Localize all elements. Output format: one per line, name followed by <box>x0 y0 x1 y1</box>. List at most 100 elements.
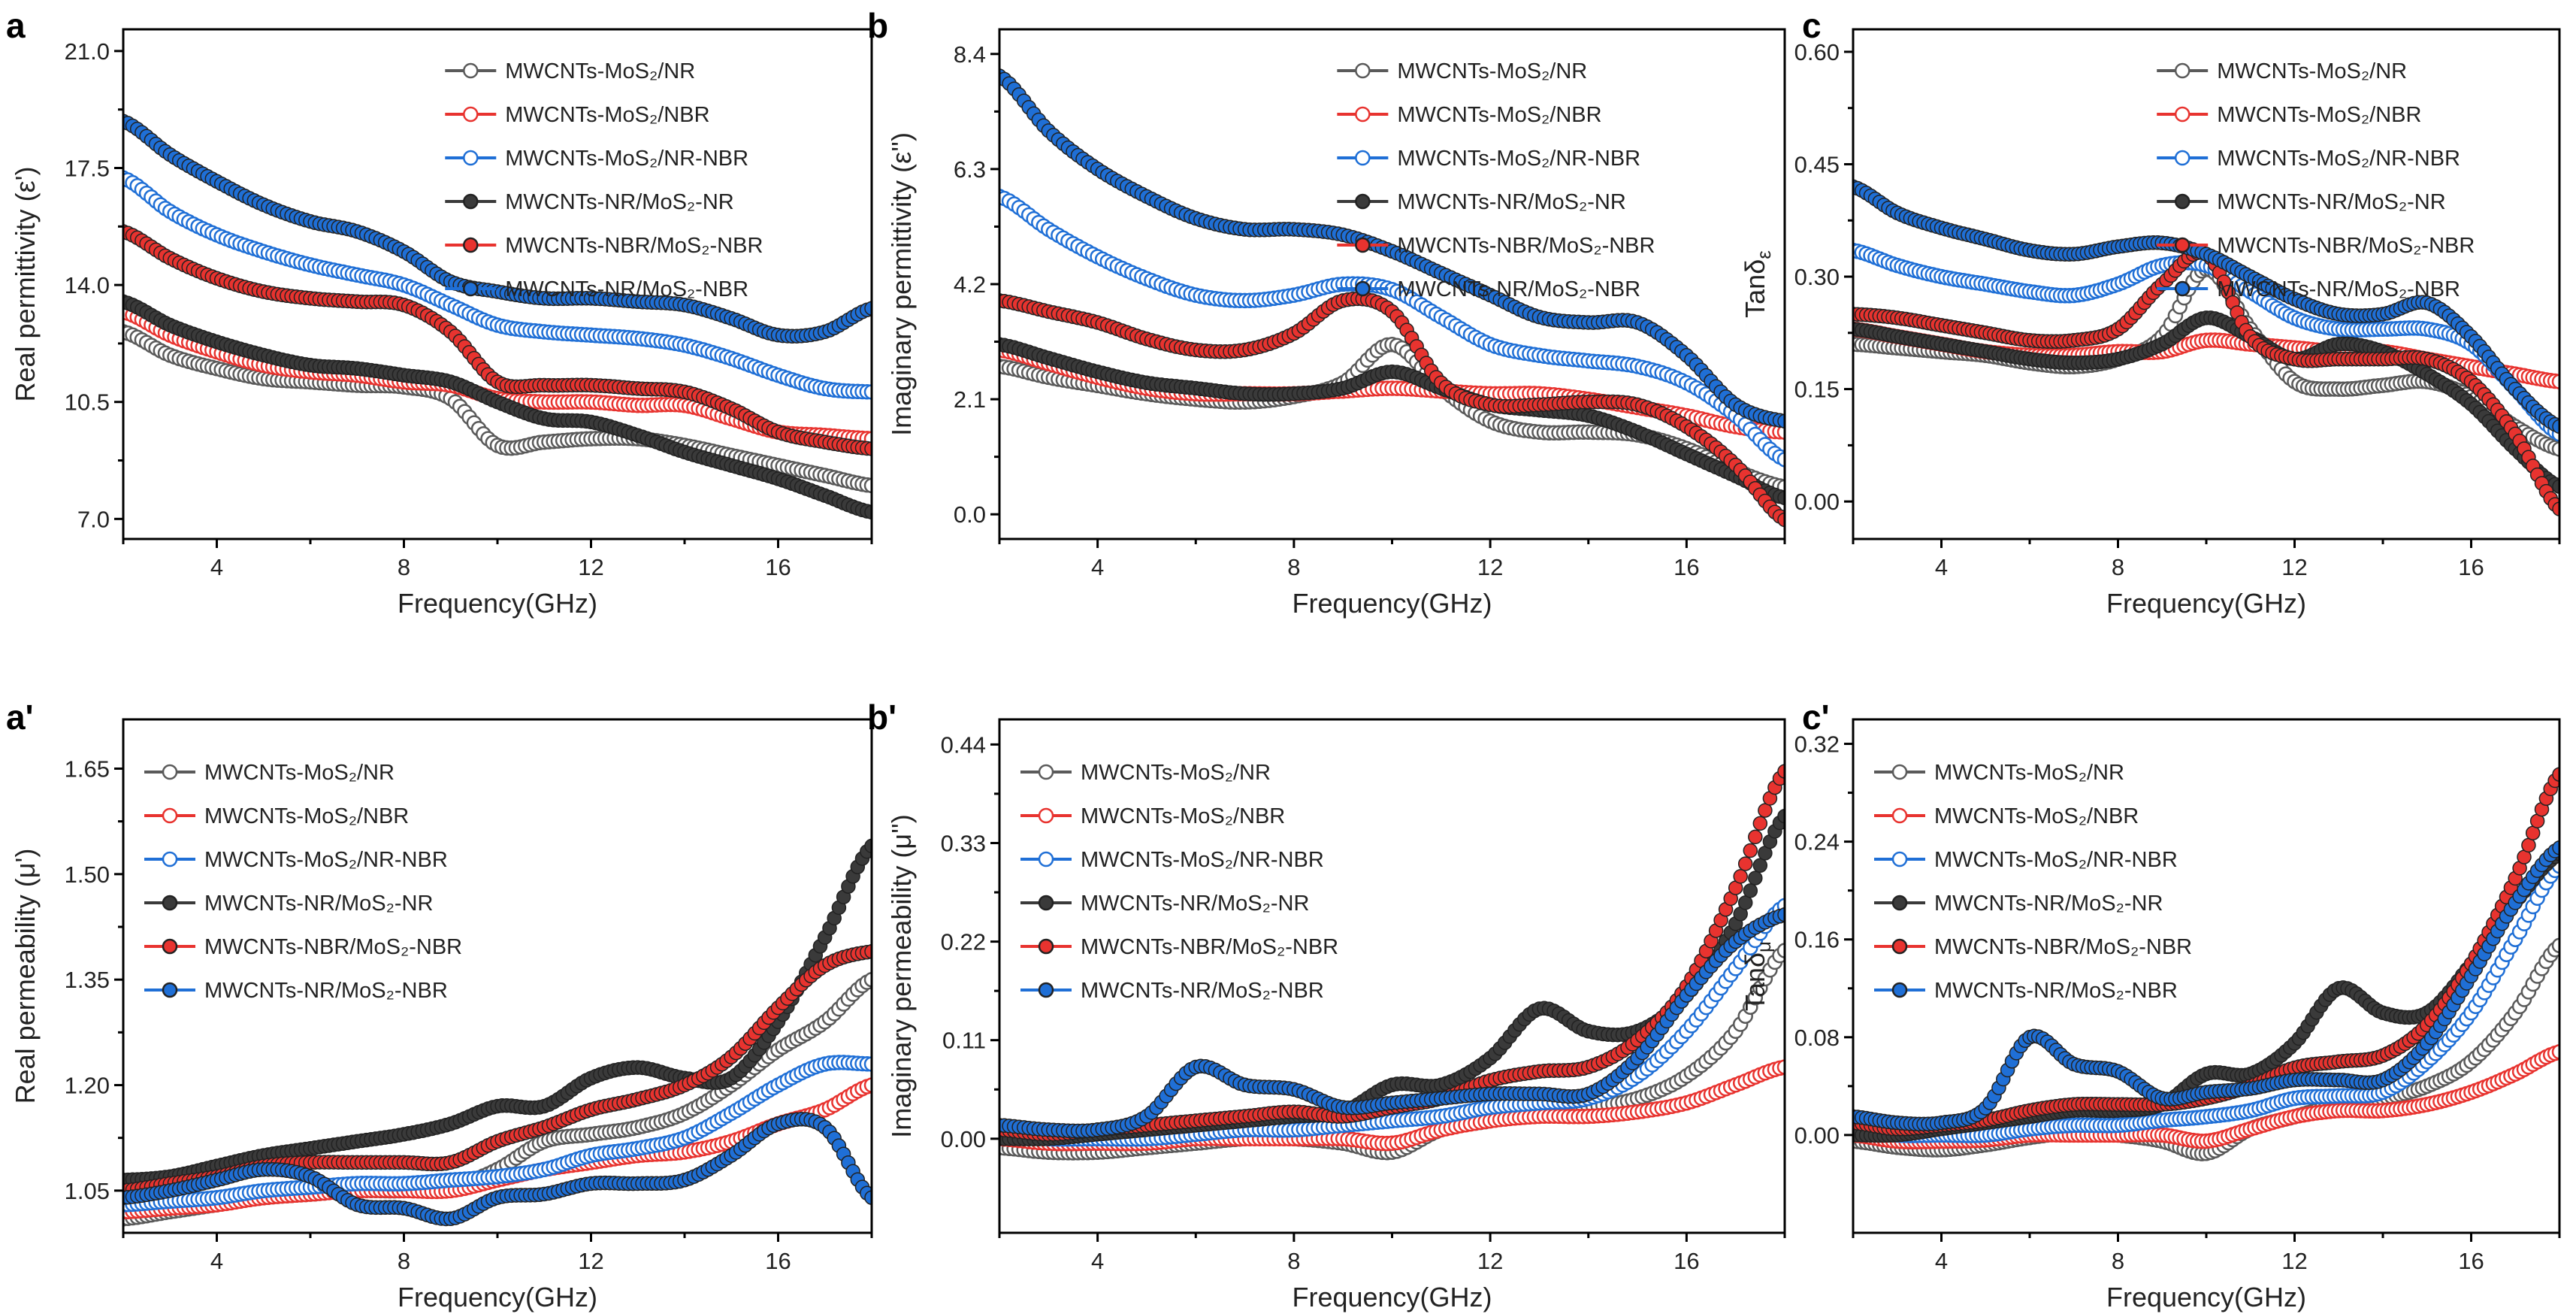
legend: MWCNTs-MoS₂/NRMWCNTs-MoS₂/NBRMWCNTs-MoS₂… <box>1337 59 1655 301</box>
legend-item: MWCNTs-NR/MoS₂-NBR <box>144 979 448 1003</box>
legend-marker <box>2174 193 2191 210</box>
data-point <box>863 1077 872 1093</box>
series-group <box>999 68 1785 528</box>
series-4 <box>123 294 872 520</box>
data-point <box>2552 501 2559 516</box>
legend-item: MWCNTs-NR/MoS₂-NR <box>144 892 433 916</box>
legend-marker <box>463 280 479 297</box>
chart-panel-a: a4 8 12 167.010.514.017.521.0Frequency(GHz)… <box>6 6 873 619</box>
legend-marker <box>2174 150 2191 166</box>
legend-marker <box>463 150 479 166</box>
series-line <box>123 120 872 338</box>
panel-letter: c <box>1802 6 1822 45</box>
data-point <box>2552 419 2559 434</box>
x-tick-label: 16 <box>1673 554 1699 580</box>
legend-label: MWCNTs-MoS₂/NBR <box>204 804 409 828</box>
series-5 <box>999 291 1785 528</box>
y-tick-label: 0.45 <box>1794 151 1840 177</box>
legend-label: MWCNTs-MoS₂/NR-NBR <box>2217 147 2460 171</box>
y-tick-label: 1.50 <box>65 861 110 888</box>
x-axis-label: Frequency(GHz) <box>2106 588 2306 619</box>
x-tick-label: 8 <box>398 554 410 580</box>
data-point <box>1776 424 1785 441</box>
x-tick-label: 12 <box>2281 554 2307 580</box>
data-point <box>1752 816 1768 831</box>
x-axis-label: Frequency(GHz) <box>1292 588 1492 619</box>
y-axis-label-subscript: ε <box>1752 250 1775 259</box>
legend-marker <box>162 982 178 998</box>
legend-item: MWCNTs-MoS₂/NR <box>1337 59 1587 83</box>
legend: MWCNTs-MoS₂/NR MWCNTs-MoS₂/NBR MWCNTs-MoS₂… <box>144 761 462 1003</box>
data-point <box>2552 479 2559 494</box>
legend-item: MWCNTs-NBR/MoS₂-NBR <box>2157 234 2475 258</box>
series-5 <box>1853 245 2559 516</box>
y-tick-label: 1.05 <box>65 1178 110 1204</box>
legend-marker <box>162 851 178 867</box>
x-tick-label: 8 <box>1287 554 1300 580</box>
legend-marker <box>1355 106 1371 123</box>
legend-marker <box>162 807 178 824</box>
legend-label: MWCNTs-MoS₂/NBR <box>505 103 709 127</box>
series-3 <box>123 170 872 400</box>
y-tick-label: 10.5 <box>65 389 110 416</box>
y-tick-label: 7.0 <box>77 506 110 532</box>
legend-marker <box>463 106 479 123</box>
series-group <box>1853 179 2559 516</box>
legend-marker <box>1355 237 1371 253</box>
legend-item: MWCNTs-NR/MoS₂-NR <box>445 190 734 214</box>
legend-marker <box>463 237 479 253</box>
data-point <box>864 1190 872 1205</box>
legend-label: MWCNTs-NR/MoS₂-NR <box>505 190 733 214</box>
x-axis-label: Frequency(GHz) <box>398 1282 597 1312</box>
y-tick-label: 1.20 <box>65 1073 110 1099</box>
legend-item: MWCNTs-NR/MoS₂-NBR <box>1337 277 1640 301</box>
legend-item: MWCNTs-NR/MoS₂-NBR <box>2157 277 2460 301</box>
legend-item: MWCNTs-NR/MoS₂-NR <box>2157 190 2446 214</box>
y-tick-label: 0.15 <box>1794 377 1840 403</box>
y-tick-label: 6.3 <box>954 156 986 183</box>
y-tick-label: 0.60 <box>1794 39 1840 65</box>
legend-item: MWCNTs-NBR/MoS₂-NBR <box>144 935 462 959</box>
chart-panel-bprime: b'4 8 12 160.000.110.220.330.44Frequency(GH… <box>867 698 1786 1312</box>
legend-marker <box>162 938 178 955</box>
legend-item: MWCNTs-NBR/MoS₂-NBR <box>445 234 763 258</box>
legend-marker <box>2174 237 2191 253</box>
legend-item: MWCNTs-MoS₂/NR <box>144 761 395 785</box>
y-tick-label: 21.0 <box>65 38 110 65</box>
legend-label: MWCNTs-MoS₂/NR <box>505 59 695 83</box>
panel-letter: a <box>6 6 26 45</box>
legend-item: MWCNTs-NBR/MoS₂-NBR <box>1337 234 1655 258</box>
y-tick-label: 17.5 <box>65 156 110 182</box>
legend-item: MWCNTs-MoS₂/NBR <box>2157 103 2421 127</box>
data-point <box>864 504 872 520</box>
legend-label: MWCNTs-NBR/MoS₂-NBR <box>505 234 763 258</box>
series-group <box>999 764 1785 1161</box>
series-6 <box>123 1112 872 1227</box>
panel-letter: b' <box>867 698 896 737</box>
legend-label: MWCNTs-MoS₂/NR-NBR <box>204 848 448 872</box>
data-point <box>1776 1059 1785 1075</box>
data-point <box>1777 413 1785 429</box>
y-axis-label: Real permeability (μ') <box>10 849 41 1104</box>
y-tick-label: 14.0 <box>65 272 110 298</box>
chart-panel-c: c4 8 12 160.000.150.300.450.60Frequency(GHz… <box>1740 6 2561 619</box>
y-axis-label: Real permittivity (ε') <box>10 167 41 402</box>
legend-label: MWCNTs-MoS₂/NR <box>204 761 395 785</box>
x-tick-label: 16 <box>765 1248 791 1274</box>
x-tick-label: 4 <box>210 1248 223 1274</box>
legend-item: MWCNTs-MoS₂/NR <box>2157 59 2407 83</box>
legend-marker <box>1355 150 1371 166</box>
series-group <box>123 114 872 520</box>
x-tick-label: 12 <box>578 1248 603 1274</box>
x-tick-label: 4 <box>1935 554 1948 580</box>
x-tick-label: 8 <box>2112 554 2124 580</box>
legend-label: MWCNTs-NR/MoS₂-NBR <box>1397 277 1640 301</box>
legend-item: MWCNTs-MoS₂/NBR <box>1337 103 1602 127</box>
y-axis-label-text: Imaginary permittivity (ε'') <box>886 132 917 436</box>
x-tick-label: 4 <box>1091 554 1104 580</box>
legend-label: MWCNTs-MoS₂/NR <box>2217 59 2407 83</box>
data-point <box>864 301 872 316</box>
data-point <box>1733 869 1748 884</box>
legend-marker <box>2174 62 2191 79</box>
x-tick-label: 16 <box>2458 554 2484 580</box>
